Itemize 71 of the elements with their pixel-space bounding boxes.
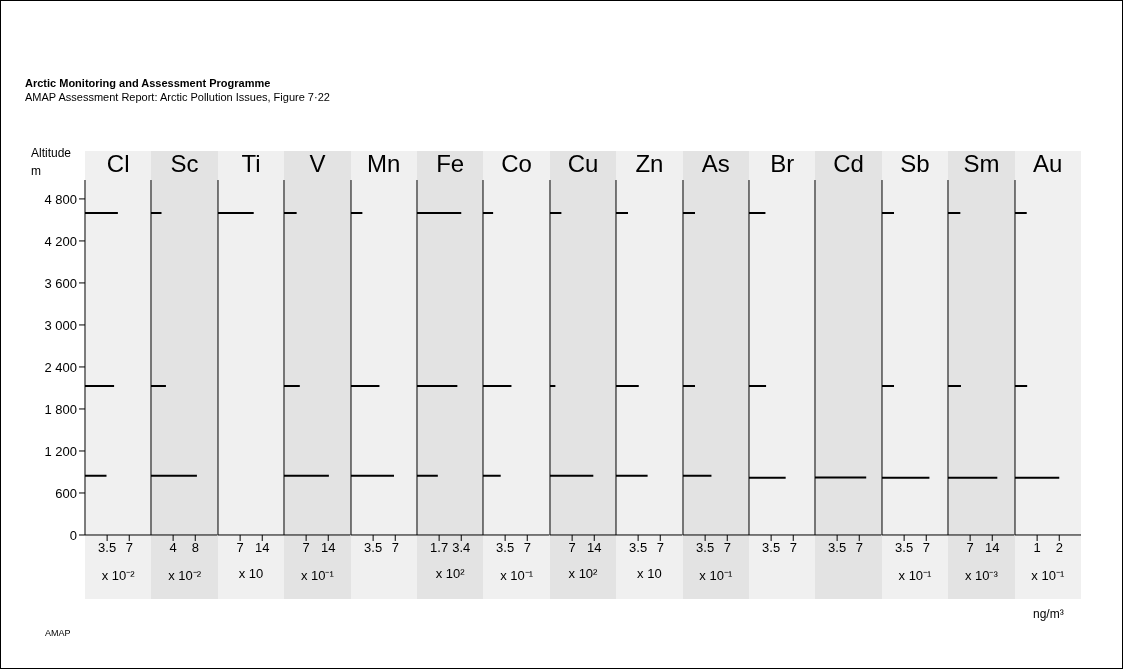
text: AMAP Assessment Report: Arctic Pollution Issues, Figure 7·22 xyxy=(25,91,330,103)
y-tick-label: 4 200 xyxy=(44,233,77,249)
chart-title: Sc xyxy=(169,150,200,177)
chart-title: Cd xyxy=(832,150,865,177)
y-tick-label: 3 000 xyxy=(44,317,77,333)
y-tick-label: 0 xyxy=(69,527,77,543)
x-tick-label: 7 xyxy=(125,540,133,556)
x-tick-label: 7 xyxy=(723,540,731,556)
chart-title: As xyxy=(700,150,731,177)
x-tick-label: 7 xyxy=(789,540,797,556)
x-tick-label: 14 xyxy=(254,540,270,556)
x-tick-label: 14 xyxy=(586,540,602,556)
x-tick-label: 7 xyxy=(236,540,244,556)
chart-title: V xyxy=(308,150,327,177)
x-tick-label: 3.4 xyxy=(452,540,471,556)
x-tick-label: 7 xyxy=(391,540,399,556)
x-tick-label: 7 xyxy=(656,540,665,556)
chart-title: Zn xyxy=(634,150,665,177)
text: ng/m³ xyxy=(1033,607,1064,621)
chart-title: Sm xyxy=(962,150,1001,177)
x-tick-label: 7 xyxy=(856,540,864,556)
y-axis-title: Altitude m xyxy=(31,145,73,180)
x-axis-title: x 10⁻³ xyxy=(963,567,999,584)
x-tick-label: 3.5 xyxy=(363,540,382,556)
x-tick-label: 3.5 xyxy=(629,540,648,556)
x-tick-label: 14 xyxy=(985,540,1000,556)
chart-title: Cu xyxy=(566,150,600,177)
x-tick-label: 3.5 xyxy=(828,540,847,556)
x-tick-label: 7 xyxy=(922,540,930,556)
x-axis-title: x 10⁻² xyxy=(167,567,203,584)
x-tick-label: 1 xyxy=(1033,540,1041,556)
x-tick-label: 7 xyxy=(966,540,974,556)
y-tick-label: 3 600 xyxy=(44,275,77,291)
x-tick-label: 8 xyxy=(192,540,200,556)
text: AMAP xyxy=(45,628,71,638)
x-axis-title: x 10⁻² xyxy=(100,567,136,584)
chart-title: Br xyxy=(769,150,796,177)
y-tick-label: 4 800 xyxy=(44,191,77,207)
x-tick-label: 7 xyxy=(524,540,532,556)
x-tick-label: 7 xyxy=(302,540,310,556)
x-axis-title: x 10⁻¹ xyxy=(698,567,734,584)
x-axis-title: x 10⁻¹ xyxy=(897,567,933,584)
x-axis-title: x 10⁻¹ xyxy=(299,567,335,584)
x-tick-label: 4 xyxy=(169,540,178,556)
x-axis-title: x 10 xyxy=(237,566,265,581)
chart-title: Fe xyxy=(435,150,466,177)
y-tick-label: 1 200 xyxy=(44,443,77,459)
chart-title: Au xyxy=(1032,150,1064,177)
x-tick-label: 3.5 xyxy=(762,540,781,556)
x-tick-label: 3.5 xyxy=(894,540,913,556)
x-tick-label: 1.7 xyxy=(430,540,449,556)
chart-title: Cl xyxy=(105,150,131,177)
x-axis-title: x 10² xyxy=(567,566,599,581)
x-tick-label: 2 xyxy=(1055,540,1063,556)
x-axis-title: x 10⁻¹ xyxy=(1030,567,1066,584)
chart-title: Ti xyxy=(240,150,262,177)
text: Arctic Monitoring and Assessment Programme xyxy=(25,77,271,89)
x-tick-label: 3.5 xyxy=(496,540,515,556)
x-tick-label: 14 xyxy=(321,540,336,556)
x-tick-label: 3.5 xyxy=(695,540,714,556)
chart-title: Mn xyxy=(366,150,402,177)
chart-title: Co xyxy=(500,150,533,177)
x-tick-label: 3.5 xyxy=(98,540,117,556)
y-tick-label: 600 xyxy=(55,485,77,501)
x-axis-title: x 10² xyxy=(434,566,466,581)
chart-title: Sb xyxy=(899,150,931,177)
y-tick-label: 2 400 xyxy=(44,359,77,375)
x-tick-label: 7 xyxy=(568,540,576,556)
y-tick-label: 1 800 xyxy=(44,401,77,417)
x-axis-title: x 10⁻¹ xyxy=(499,567,535,584)
x-axis-title: x 10 xyxy=(636,566,663,581)
